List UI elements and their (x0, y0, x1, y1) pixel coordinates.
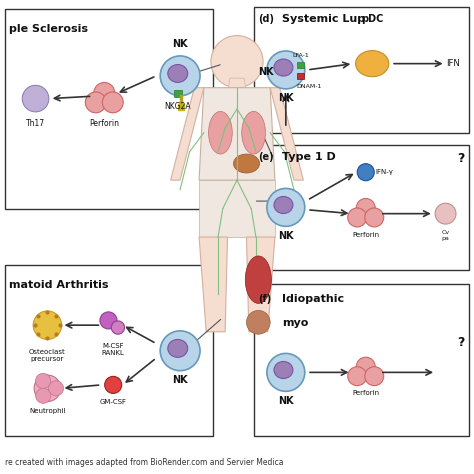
Text: pDC: pDC (361, 14, 383, 24)
Text: myo: myo (282, 318, 309, 328)
Circle shape (85, 92, 106, 113)
Circle shape (348, 208, 367, 227)
Circle shape (356, 357, 375, 376)
Text: ple Sclerosis: ple Sclerosis (9, 24, 89, 34)
Circle shape (102, 92, 123, 113)
Text: Idiopathic: Idiopathic (282, 294, 344, 304)
Ellipse shape (246, 256, 272, 303)
Polygon shape (246, 237, 275, 332)
Text: NK: NK (278, 231, 293, 241)
Circle shape (267, 354, 305, 392)
Circle shape (34, 375, 61, 401)
Text: matoid Arthritis: matoid Arthritis (9, 280, 109, 290)
Text: DNAM-1: DNAM-1 (296, 84, 322, 89)
Ellipse shape (209, 111, 232, 154)
Circle shape (36, 374, 51, 389)
FancyBboxPatch shape (254, 145, 469, 270)
Text: Osteoclast
precursor: Osteoclast precursor (29, 349, 66, 362)
Circle shape (48, 381, 64, 396)
Circle shape (246, 310, 270, 334)
Circle shape (348, 367, 367, 386)
Text: NK: NK (258, 67, 274, 77)
Text: NK: NK (173, 39, 188, 49)
Ellipse shape (242, 111, 265, 154)
Text: IFN: IFN (446, 59, 460, 68)
Circle shape (267, 189, 305, 227)
Ellipse shape (356, 51, 389, 77)
Circle shape (36, 388, 51, 403)
Text: ?: ? (457, 336, 465, 348)
Text: Th17: Th17 (26, 118, 45, 128)
FancyBboxPatch shape (5, 265, 213, 436)
Ellipse shape (274, 362, 293, 379)
Circle shape (357, 164, 374, 181)
Circle shape (211, 36, 263, 88)
FancyBboxPatch shape (5, 9, 213, 209)
Text: IFN-γ: IFN-γ (375, 169, 393, 175)
Text: re created with images adapted from BioRender.com and Servier Medica: re created with images adapted from BioR… (5, 458, 283, 466)
Polygon shape (199, 237, 228, 332)
Circle shape (111, 321, 125, 334)
Polygon shape (199, 88, 275, 180)
Polygon shape (199, 180, 275, 237)
Text: Perforin: Perforin (352, 391, 379, 396)
Text: GM-CSF: GM-CSF (100, 399, 127, 405)
Circle shape (365, 208, 384, 227)
Text: LFA-1: LFA-1 (292, 53, 309, 58)
Ellipse shape (274, 59, 293, 76)
Text: (f): (f) (258, 294, 272, 304)
Circle shape (365, 367, 384, 386)
Text: M-CSF
RANKL: M-CSF RANKL (102, 343, 125, 356)
Ellipse shape (274, 197, 293, 213)
Circle shape (94, 82, 115, 103)
Text: Neutrophil: Neutrophil (29, 408, 66, 414)
Text: (e): (e) (258, 152, 274, 162)
Text: Systemic Lup: Systemic Lup (282, 14, 365, 24)
Text: NK: NK (278, 93, 293, 103)
FancyBboxPatch shape (254, 284, 469, 436)
Text: Type 1 D: Type 1 D (282, 152, 336, 162)
FancyBboxPatch shape (297, 73, 304, 79)
Text: ?: ? (457, 152, 465, 164)
Polygon shape (171, 88, 204, 180)
Text: (d): (d) (258, 14, 274, 24)
Text: Perforin: Perforin (89, 118, 119, 128)
Text: Cv
pa: Cv pa (441, 230, 450, 241)
Circle shape (33, 311, 62, 339)
Ellipse shape (233, 154, 260, 173)
Circle shape (160, 56, 200, 96)
Ellipse shape (168, 339, 188, 357)
Text: Perforin: Perforin (352, 232, 379, 237)
Polygon shape (228, 78, 246, 88)
Text: NK: NK (173, 375, 188, 385)
Ellipse shape (168, 64, 188, 82)
Circle shape (22, 85, 49, 112)
Polygon shape (270, 88, 303, 180)
Circle shape (100, 312, 117, 329)
Circle shape (160, 331, 200, 371)
Circle shape (356, 199, 375, 218)
FancyBboxPatch shape (254, 7, 469, 133)
Circle shape (105, 376, 122, 393)
FancyBboxPatch shape (174, 90, 182, 97)
Text: NKG2A: NKG2A (164, 102, 191, 111)
Circle shape (267, 51, 305, 89)
FancyBboxPatch shape (297, 62, 304, 69)
Circle shape (435, 203, 456, 224)
Text: NK: NK (278, 396, 293, 406)
